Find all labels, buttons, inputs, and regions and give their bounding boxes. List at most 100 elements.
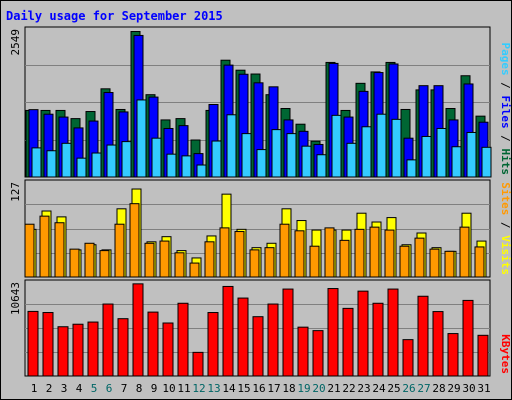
bar-pages-day-27 (421, 135, 432, 178)
bar-sites-day-13 (204, 241, 215, 278)
bar-pages-day-23 (361, 126, 372, 178)
bar-pages-day-8 (136, 99, 147, 178)
bar-kbytes-day-6 (102, 303, 114, 377)
panel-1: 2549 Pages / Files / Hits (9, 26, 512, 178)
x-tick-label-day-6: 6 (106, 382, 113, 395)
bar-pages-day-19 (301, 145, 312, 178)
bar-kbytes-day-3 (57, 326, 69, 377)
bar-sites-day-28 (429, 248, 440, 278)
bar-sites-day-5 (84, 242, 95, 278)
bar-sites-day-14 (219, 227, 230, 278)
bar-kbytes-day-31 (477, 334, 489, 377)
bar-sites-day-12 (189, 262, 200, 278)
legend: Sites / Visits (499, 182, 512, 275)
bar-kbytes-day-28 (432, 311, 444, 377)
bar-pages-day-17 (271, 129, 282, 178)
legend-item-kbytes: KBytes (499, 334, 512, 374)
legend-separator: / (499, 76, 512, 96)
bar-pages-day-10 (166, 153, 177, 178)
bar-sites-day-22 (339, 239, 350, 278)
bar-pages-day-18 (286, 133, 297, 178)
x-tick-label-day-27: 27 (417, 382, 430, 395)
bar-sites-day-29 (444, 250, 455, 278)
x-tick-label-day-16: 16 (252, 382, 265, 395)
bar-pages-day-26 (406, 159, 417, 178)
bar-sites-day-23 (354, 228, 365, 278)
bar-pages-day-25 (391, 118, 402, 178)
x-tick-label-day-22: 22 (342, 382, 355, 395)
bar-kbytes-day-7 (117, 318, 129, 377)
bar-sites-day-25 (384, 229, 395, 278)
legend-item-hits: Hits (499, 149, 512, 176)
x-tick-label-day-3: 3 (61, 382, 68, 395)
bar-kbytes-day-25 (387, 288, 399, 377)
x-tick-label-day-9: 9 (151, 382, 158, 395)
bar-kbytes-day-9 (147, 311, 159, 377)
legend-item-visits: Visits (499, 235, 512, 275)
legend-item-pages: Pages (499, 43, 512, 76)
bar-sites-day-4 (69, 248, 80, 278)
bar-pages-day-31 (481, 146, 492, 178)
x-tick-label-day-17: 17 (267, 382, 280, 395)
bar-kbytes-day-20 (312, 330, 324, 377)
x-tick-label-day-29: 29 (447, 382, 460, 395)
bar-kbytes-day-12 (192, 351, 204, 377)
bar-kbytes-day-23 (357, 290, 369, 377)
x-tick-label-day-19: 19 (297, 382, 310, 395)
bar-sites-day-31 (474, 246, 485, 278)
bar-pages-day-13 (211, 140, 222, 178)
legend-separator: / (499, 129, 512, 149)
bar-sites-day-20 (309, 245, 320, 278)
x-tick-label-day-28: 28 (432, 382, 445, 395)
bar-pages-day-11 (181, 155, 192, 178)
bar-kbytes-day-1 (27, 310, 39, 377)
bar-pages-day-20 (316, 154, 327, 178)
bar-kbytes-day-10 (162, 322, 174, 377)
x-tick-label-day-20: 20 (312, 382, 325, 395)
bar-sites-day-18 (279, 223, 290, 278)
legend-separator: / (499, 215, 512, 235)
bar-sites-day-1 (24, 223, 35, 278)
x-tick-label-day-24: 24 (372, 382, 386, 395)
bar-kbytes-day-17 (267, 303, 279, 377)
bar-kbytes-day-15 (237, 297, 249, 377)
x-tick-label-day-2: 2 (46, 382, 53, 395)
x-tick-label-day-18: 18 (282, 382, 295, 395)
bar-kbytes-day-16 (252, 316, 264, 377)
bar-sites-day-15 (234, 231, 245, 278)
x-tick-label-day-10: 10 (162, 382, 175, 395)
bar-pages-day-15 (241, 133, 252, 178)
bar-sites-day-2 (39, 215, 50, 278)
bar-kbytes-day-21 (327, 288, 339, 377)
bar-sites-day-26 (399, 245, 410, 278)
bar-sites-day-11 (174, 252, 185, 278)
y-max-label: 127 (9, 182, 22, 202)
bar-sites-day-9 (144, 242, 155, 278)
bar-kbytes-day-24 (372, 302, 384, 377)
x-tick-label-day-1: 1 (31, 382, 38, 395)
bar-sites-day-16 (249, 249, 260, 278)
x-tick-label-day-12: 12 (192, 382, 205, 395)
bar-pages-day-29 (451, 146, 462, 178)
x-tick-label-day-31: 31 (477, 382, 490, 395)
x-tick-label-day-21: 21 (327, 382, 340, 395)
x-tick-label-day-25: 25 (387, 382, 400, 395)
bar-sites-day-8 (129, 203, 140, 278)
bar-kbytes-day-8 (132, 283, 144, 377)
bar-kbytes-day-14 (222, 285, 234, 377)
x-tick-label-day-4: 4 (76, 382, 83, 395)
x-tick-label-day-23: 23 (357, 382, 370, 395)
bar-pages-day-4 (76, 157, 87, 178)
x-tick-label-day-15: 15 (237, 382, 250, 395)
bar-sites-day-17 (264, 247, 275, 278)
bar-pages-day-1 (31, 147, 42, 178)
panel-2: 127 Sites / Visits (9, 179, 512, 278)
bar-pages-day-9 (151, 137, 162, 178)
bar-pages-day-3 (61, 142, 72, 178)
bar-pages-day-12 (196, 164, 207, 178)
x-tick-label-day-8: 8 (136, 382, 143, 395)
bar-kbytes-day-27 (417, 295, 429, 377)
bar-pages-day-6 (106, 144, 117, 178)
bar-kbytes-day-2 (42, 312, 54, 377)
bar-kbytes-day-18 (282, 288, 294, 377)
